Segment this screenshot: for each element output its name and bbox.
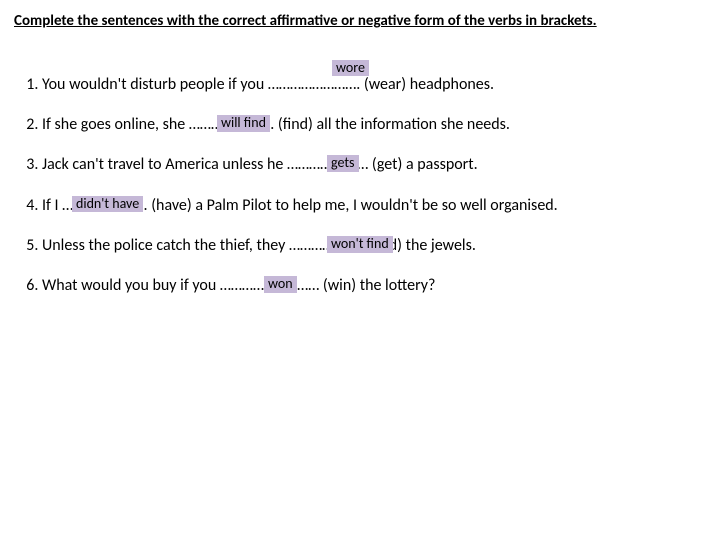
- exercise-item: wore You wouldn't disturb people if you …: [42, 74, 706, 96]
- instruction-text: Complete the sentences with the correct …: [14, 12, 706, 32]
- sentence-text: What would you buy if you ……………………… (win…: [42, 276, 435, 295]
- answer-box: gets: [327, 155, 359, 172]
- exercise-page: Complete the sentences with the correct …: [0, 0, 720, 328]
- sentence-text: Jack can't travel to America unless he ……: [42, 155, 478, 174]
- answer-box: won't find: [327, 236, 393, 253]
- answer-box: wore: [332, 60, 369, 77]
- sentence-line: won What would you buy if you ……………………… …: [42, 275, 706, 297]
- sentence-line: wore You wouldn't disturb people if you …: [42, 74, 706, 96]
- sentence-text: Unless the police catch the thief, they …: [42, 236, 476, 255]
- answer-box: didn't have: [72, 196, 143, 213]
- sentence-line: won't find Unless the police catch the t…: [42, 235, 706, 257]
- exercise-item: won't find Unless the police catch the t…: [42, 235, 706, 257]
- exercise-list: wore You wouldn't disturb people if you …: [14, 74, 706, 298]
- sentence-line: didn't have If I ………………….. (have) a Palm…: [42, 195, 706, 217]
- sentence-text: If she goes online, she ………………….. (find)…: [42, 115, 510, 134]
- sentence-line: gets Jack can't travel to America unless…: [42, 154, 706, 176]
- sentence-text: You wouldn't disturb people if you ………………: [42, 75, 494, 94]
- answer-box: will find: [217, 115, 270, 132]
- answer-box: won: [264, 276, 297, 293]
- exercise-item: will find If she goes online, she …………………: [42, 114, 706, 136]
- exercise-item: gets Jack can't travel to America unless…: [42, 154, 706, 176]
- exercise-item: won What would you buy if you ……………………… …: [42, 275, 706, 297]
- sentence-line: will find If she goes online, she …………………: [42, 114, 706, 136]
- exercise-item: didn't have If I ………………….. (have) a Palm…: [42, 195, 706, 217]
